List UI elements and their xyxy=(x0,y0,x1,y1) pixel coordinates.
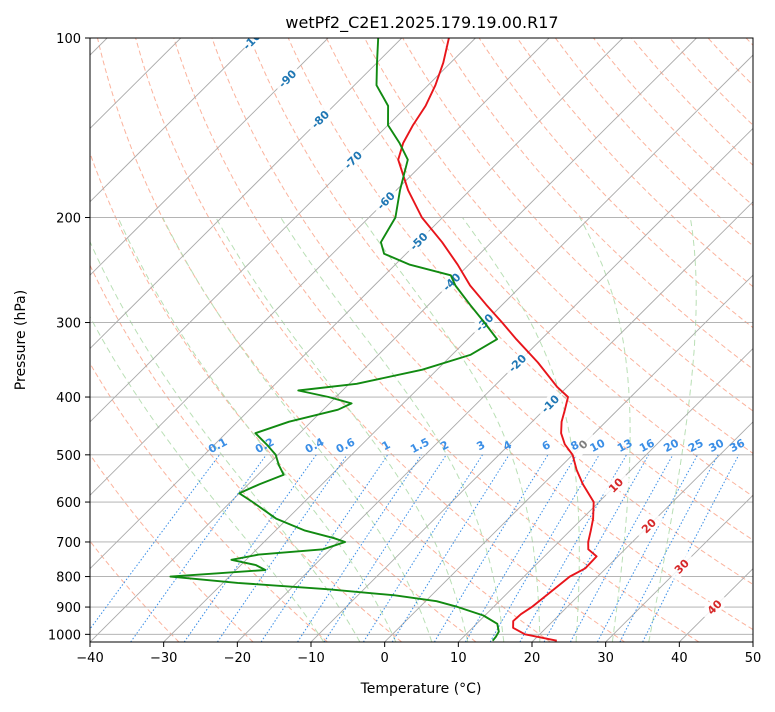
mixing-ratio-label: 25 xyxy=(686,436,706,455)
dry-adiabat xyxy=(98,38,551,642)
moist-adiabat xyxy=(216,218,468,643)
y-tick-label: 600 xyxy=(56,496,81,511)
mixing-ratio-label: 20 xyxy=(661,436,681,455)
mixing-ratio-label: 0.4 xyxy=(303,435,327,456)
x-tick-label: 20 xyxy=(524,651,541,666)
x-tick-label: 30 xyxy=(597,651,614,666)
moist-adiabat xyxy=(649,218,696,643)
x-tick-label: −20 xyxy=(224,651,251,666)
dry-adiabat xyxy=(708,38,775,642)
isotherm xyxy=(679,38,775,642)
mixing-ratio-label: 6 xyxy=(540,438,553,453)
x-tick-label: 10 xyxy=(450,651,467,666)
y-axis-ticks: 100 200 300 400 500 600 700 800 900 1000 xyxy=(48,32,90,643)
mixing-ratio-line xyxy=(81,455,220,642)
isotherm xyxy=(0,38,402,642)
mixing-ratio-label: 16 xyxy=(637,436,657,455)
x-tick-label: 40 xyxy=(671,651,688,666)
y-tick-label: 900 xyxy=(56,601,81,616)
moist-adiabat xyxy=(281,218,504,643)
mixing-ratio-line xyxy=(131,455,267,642)
x-axis-ticks: −40 −30 −20 −10 0 10 20 30 40 50 xyxy=(76,642,761,666)
isotherm xyxy=(311,38,775,642)
chart-title: wetPf2_C2E1.2025.179.19.00.R17 xyxy=(285,13,558,33)
isotherm xyxy=(90,38,696,642)
mixing-ratio-label: 3 xyxy=(474,438,487,453)
mixing-ratio-line xyxy=(544,455,649,642)
x-tick-label: −30 xyxy=(150,651,177,666)
mixing-ratio-line xyxy=(434,455,548,642)
y-tick-label: 800 xyxy=(56,571,81,586)
y-tick-label: 500 xyxy=(56,449,81,464)
x-tick-label: 50 xyxy=(745,651,762,666)
x-tick-label: −40 xyxy=(76,651,103,666)
mixing-ratio-label: 13 xyxy=(615,436,635,455)
y-tick-label: 200 xyxy=(56,212,81,227)
dry-adiabat xyxy=(479,38,775,642)
isotherm xyxy=(753,38,775,642)
dry-adiabat xyxy=(670,38,775,642)
mixing-ratio-line xyxy=(324,455,446,642)
y-axis-label: Pressure (hPa) xyxy=(13,290,29,390)
y-tick-label: 100 xyxy=(56,32,81,47)
dry-adiabat xyxy=(59,38,476,642)
mixing-ratio-label: 1 xyxy=(380,438,393,453)
dry-adiabat xyxy=(174,38,699,642)
y-tick-label: 1000 xyxy=(48,628,81,643)
mixing-ratio-label: 1.5 xyxy=(408,435,431,456)
mixing-ratio-label: 36 xyxy=(727,436,747,455)
plot-frame xyxy=(90,38,753,642)
isotherm xyxy=(532,38,775,642)
isotherm xyxy=(164,38,770,642)
isotherm xyxy=(458,38,775,642)
isotherm xyxy=(0,38,254,642)
dry-adiabat xyxy=(594,38,775,642)
moist-adiabat xyxy=(118,218,396,643)
dry-adiabat xyxy=(441,38,775,642)
mixing-ratio-label: 30 xyxy=(707,436,727,455)
dry-adiabat xyxy=(746,38,775,642)
moist-adiabat xyxy=(80,218,360,643)
mixing-ratio-line xyxy=(363,455,482,642)
x-axis-label: Temperature (°C) xyxy=(360,681,482,697)
dry-adiabat xyxy=(365,38,775,642)
dry-adiabat xyxy=(136,38,625,642)
y-tick-label: 700 xyxy=(56,536,81,551)
dry-adiabat xyxy=(517,38,775,642)
x-tick-label: 0 xyxy=(381,651,389,666)
background-lines xyxy=(0,38,775,642)
isotherm xyxy=(606,38,775,642)
x-tick-label: −10 xyxy=(297,651,324,666)
y-tick-label: 300 xyxy=(56,317,81,332)
y-tick-label: 400 xyxy=(56,391,81,406)
dry-adiabat xyxy=(0,38,253,642)
